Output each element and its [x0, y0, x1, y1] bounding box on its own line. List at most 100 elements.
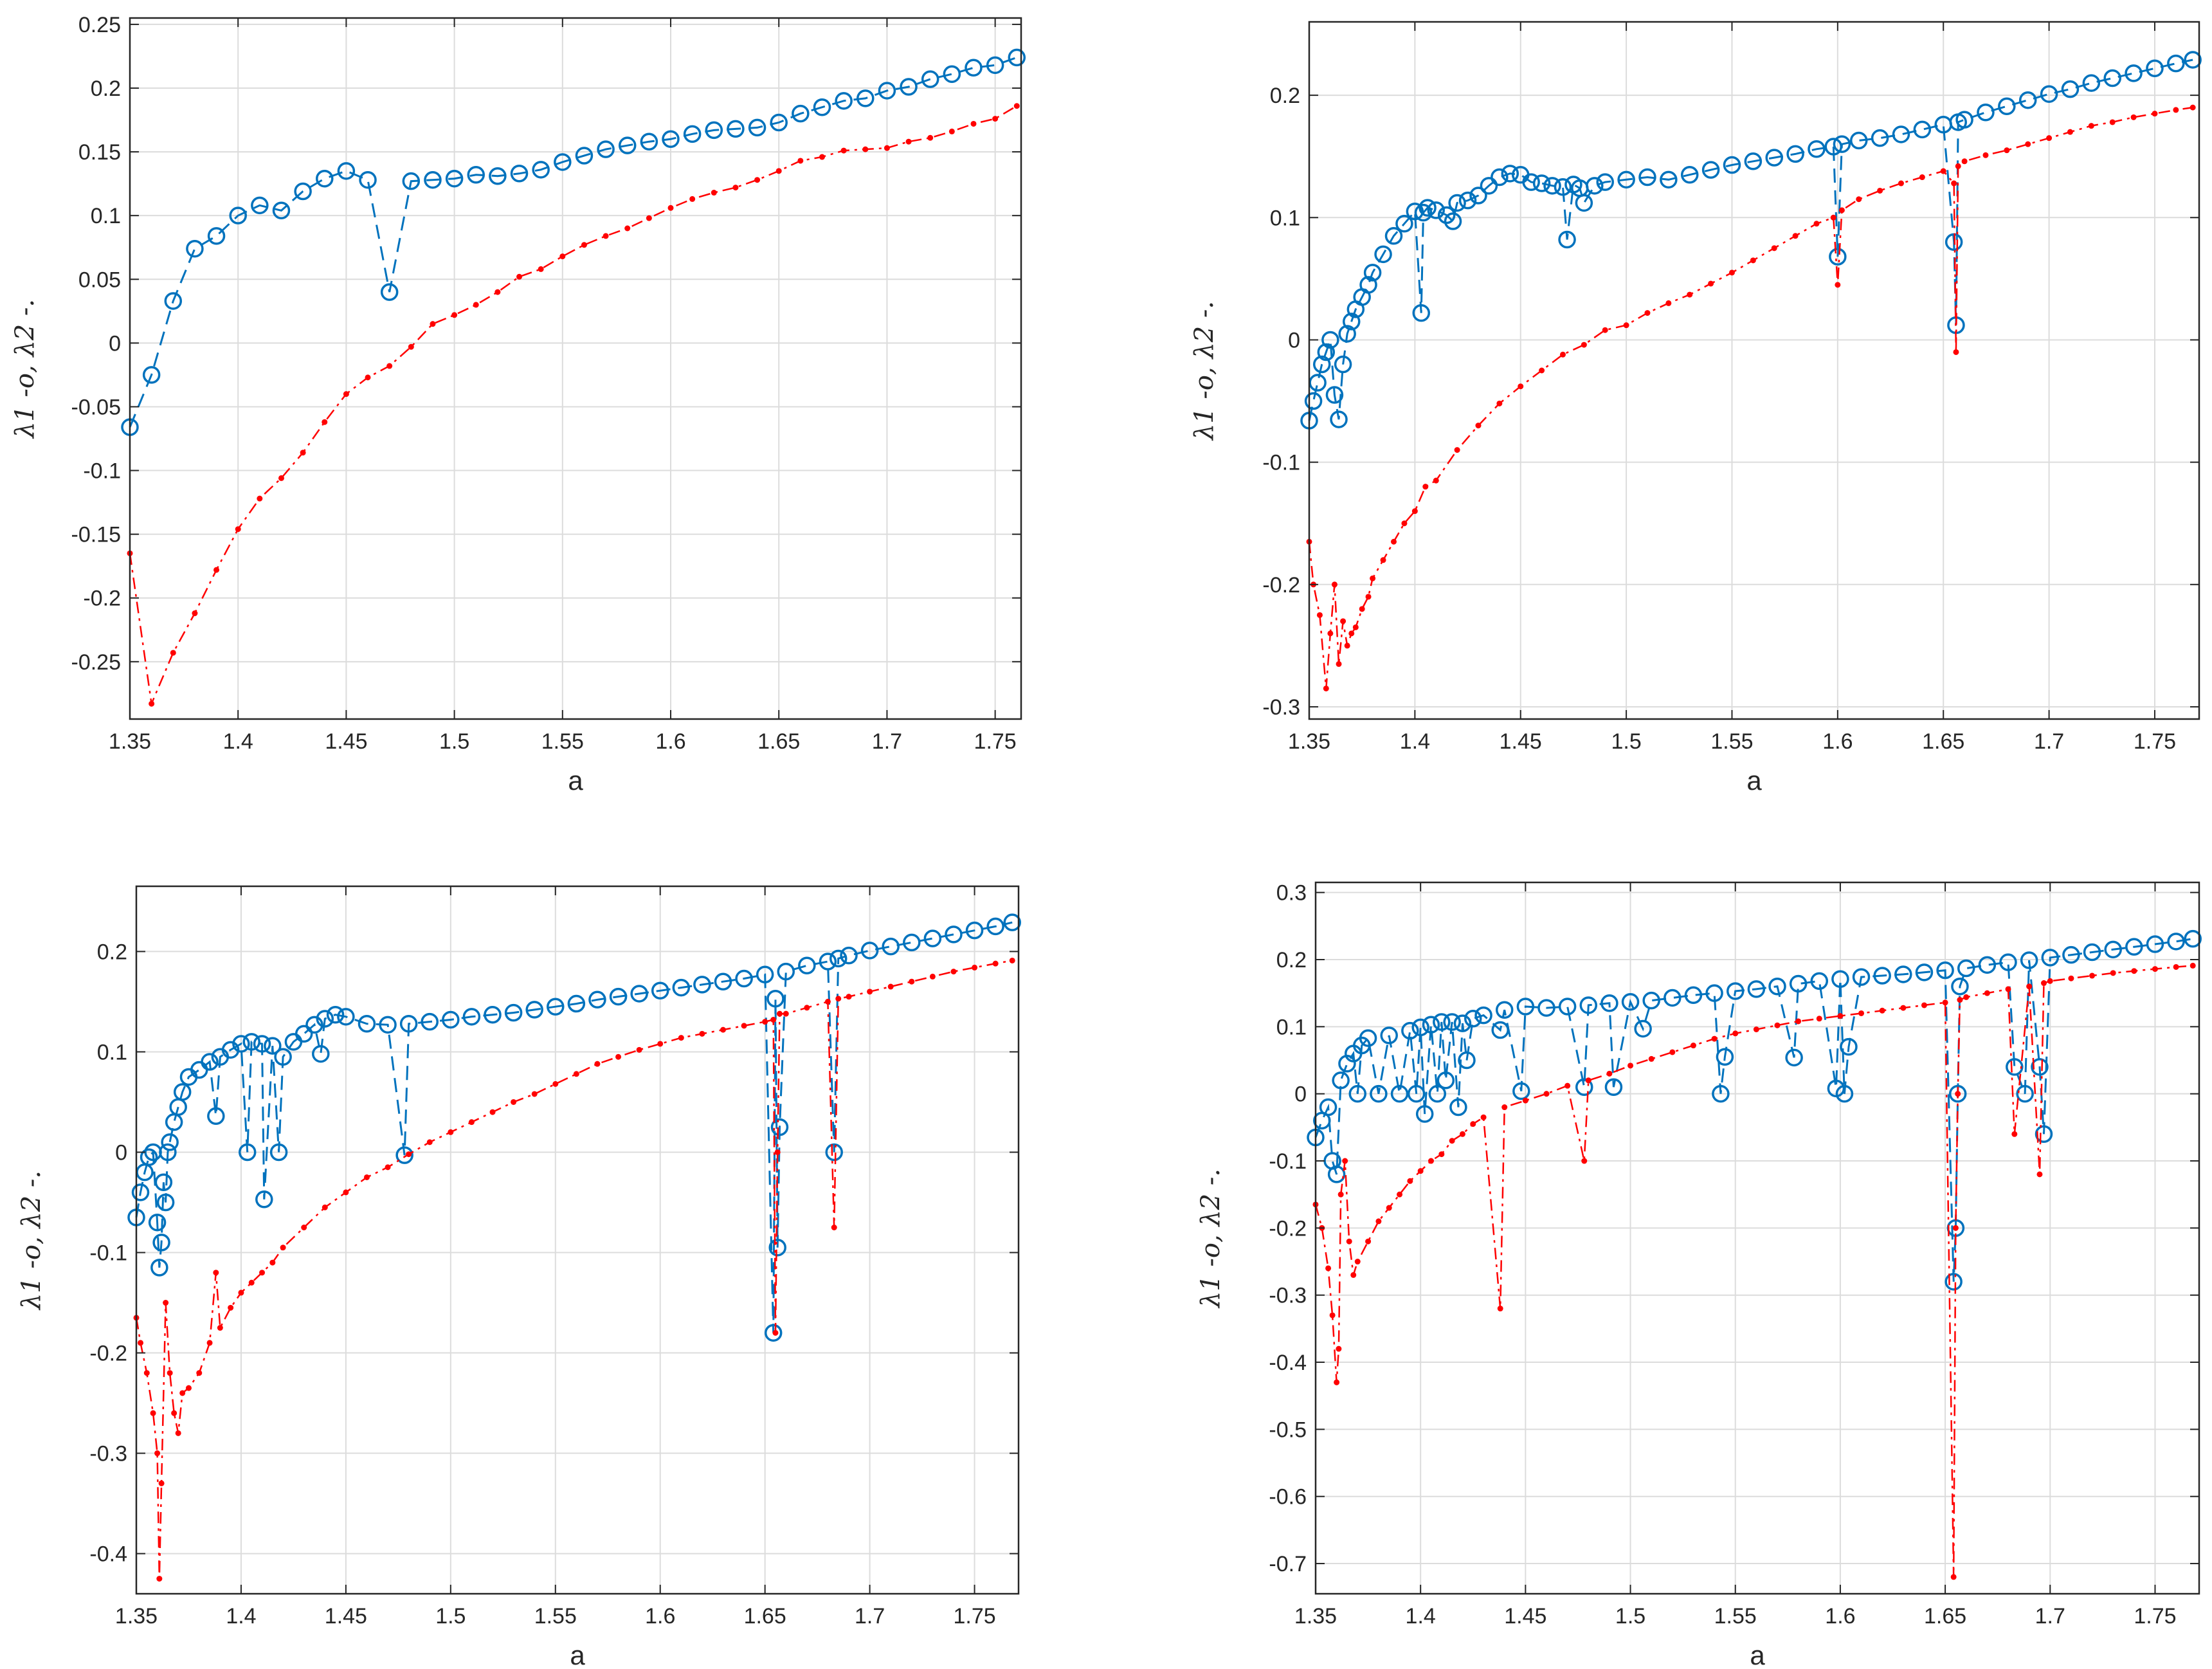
y-tick-label: -0.3	[1269, 1284, 1307, 1308]
lambda1-point	[1474, 1006, 1492, 1025]
x-axis-label: a	[1750, 1640, 1765, 1669]
lambda1-point	[813, 98, 831, 116]
lambda2-point	[2189, 104, 2196, 111]
lambda2-point	[322, 1204, 328, 1210]
lambda1-point	[316, 169, 334, 188]
lambda1-point	[1642, 991, 1660, 1010]
lambda2-point	[1837, 1013, 1844, 1019]
y-tick-label: -0.2	[89, 1342, 127, 1366]
lambda2-point	[259, 1270, 266, 1276]
lambda1-series-line	[1308, 59, 2193, 421]
lambda2-point	[1323, 685, 1329, 691]
lambda1-point	[1437, 1072, 1455, 1090]
lambda2-point	[1336, 1345, 1342, 1352]
lambda1-point	[756, 965, 774, 984]
lambda2-point	[887, 983, 894, 990]
lambda2-point	[783, 1010, 789, 1017]
lambda1-point	[1894, 965, 1912, 983]
lambda2-point	[1449, 1138, 1455, 1144]
lambda2-point	[531, 1091, 538, 1097]
x-tick-label: 1.45	[1500, 729, 1542, 754]
lambda1-point	[1384, 227, 1403, 245]
lambda2-point	[667, 205, 674, 211]
lambda2-point	[2047, 978, 2053, 984]
lambda1-point	[186, 239, 204, 258]
lambda1-point	[1945, 1273, 1963, 1291]
lambda1-point	[1936, 961, 1954, 980]
lambda2-point	[1623, 322, 1629, 329]
lambda1-point	[1786, 145, 1804, 163]
lambda2-point	[163, 1300, 169, 1306]
lambda2-point	[1858, 1010, 1865, 1016]
lambda1-point	[1747, 980, 1766, 998]
lambda1-point	[402, 172, 421, 190]
lambda2-point	[1951, 180, 1957, 187]
lambda1-point	[2184, 929, 2202, 948]
lambda2-point	[365, 374, 371, 381]
lambda2-point	[1342, 1158, 1348, 1164]
y-tick-label: -0.05	[71, 395, 122, 419]
x-tick-label: 1.4	[1400, 729, 1430, 754]
lambda1-point	[1348, 1084, 1367, 1103]
lambda1-point	[242, 1033, 260, 1051]
lambda2-point	[804, 1005, 810, 1011]
lambda1-point	[672, 978, 691, 997]
y-tick-label: -0.2	[83, 587, 121, 611]
lambda1-point	[792, 104, 810, 123]
lambda1-point	[2020, 951, 2038, 969]
lambda2-point	[1774, 1022, 1781, 1028]
lambda2-point	[1497, 1306, 1503, 1312]
lambda1-point	[900, 78, 918, 96]
lambda2-point	[1877, 187, 1883, 194]
x-tick-label: 1.45	[1504, 1604, 1546, 1628]
lambda2-point	[929, 973, 936, 980]
x-tick-label: 1.4	[223, 729, 253, 754]
lambda2-point	[1835, 282, 1841, 288]
lambda2-point	[1708, 280, 1714, 287]
lambda2-point	[1813, 221, 1820, 227]
lambda2-point	[1329, 1312, 1336, 1318]
lambda1-point	[588, 990, 606, 1009]
y-tick-label: 0.2	[1270, 84, 1300, 108]
lambda1-point	[1449, 1098, 1467, 1117]
lambda1-point	[878, 82, 896, 100]
lambda1-point	[1596, 173, 1614, 191]
lambda2-point	[248, 1279, 255, 1286]
y-tick-label: 0.2	[91, 77, 121, 101]
lambda1-point	[1390, 1084, 1409, 1103]
lambda2-point	[2046, 135, 2053, 141]
lambda2-point	[797, 158, 804, 164]
lambda1-point	[255, 1190, 273, 1208]
y-tick-label: -0.1	[89, 1241, 127, 1266]
lambda1-point	[764, 1324, 783, 1342]
lambda2-point	[1687, 291, 1693, 298]
lambda2-point	[1359, 606, 1365, 612]
lambda2-point	[2067, 129, 2073, 135]
lambda2-point	[1792, 233, 1799, 239]
lambda1-point	[1701, 161, 1720, 179]
lambda2-point	[1665, 300, 1672, 306]
y-tick-label: 0	[1288, 328, 1300, 352]
lambda2-point	[2036, 1171, 2043, 1178]
lambda1-point	[1321, 331, 1339, 349]
lambda1-point	[1374, 245, 1392, 264]
x-tick-label: 1.75	[2134, 729, 2176, 754]
lambda1-point	[1330, 410, 1348, 428]
lambda2-point	[689, 196, 696, 202]
lambda2-point	[1350, 1272, 1357, 1278]
y-tick-label: -0.7	[1269, 1552, 1307, 1576]
lambda1-point	[1458, 191, 1477, 210]
lambda1-point	[1370, 1084, 1388, 1103]
lambda1-point	[1312, 355, 1331, 374]
lambda2-point	[776, 1010, 783, 1017]
lambda2-point	[1627, 1063, 1634, 1069]
lambda2-point	[1438, 1151, 1445, 1158]
lambda2-point	[867, 989, 873, 995]
x-tick-label: 1.4	[226, 1604, 256, 1628]
axes-frame	[135, 885, 1020, 1595]
lambda1-point	[567, 994, 586, 1013]
lambda2-point	[1963, 994, 1970, 1000]
lambda1-point	[986, 917, 1004, 936]
lambda1-point	[1833, 135, 1851, 153]
lambda2-point	[1365, 1238, 1372, 1245]
